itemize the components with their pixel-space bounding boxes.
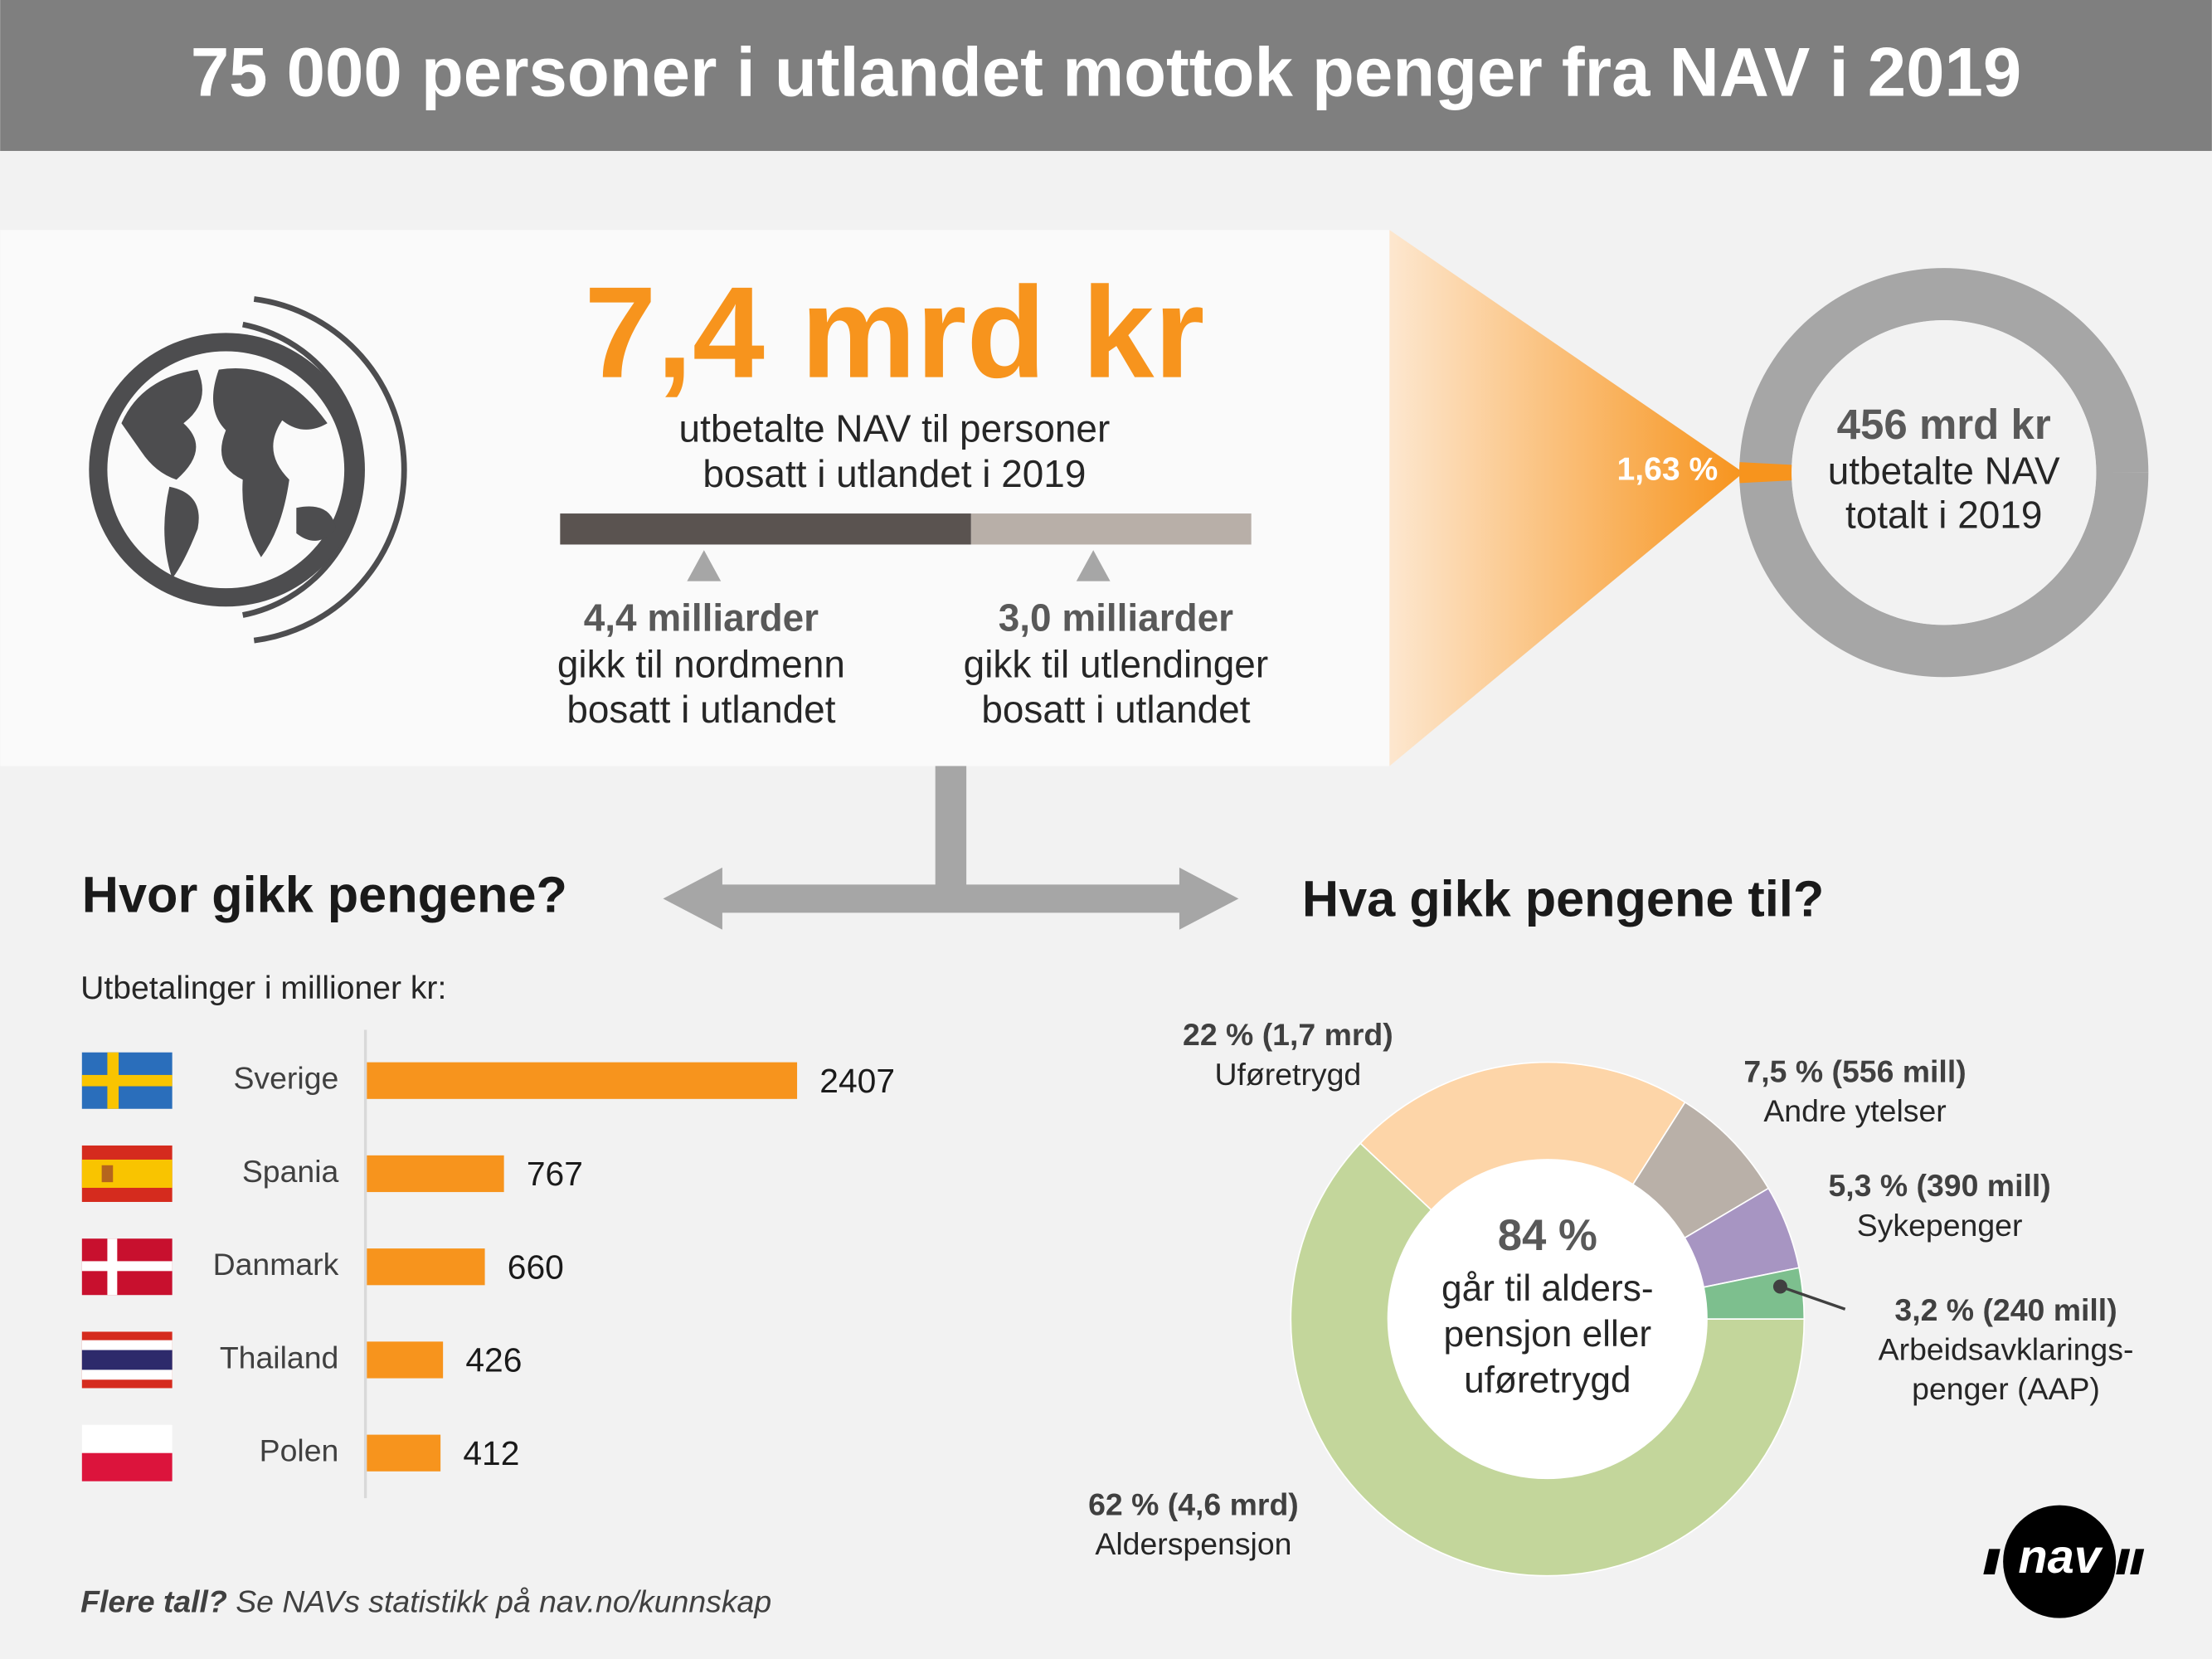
- pointer: [687, 550, 722, 581]
- chart-title: Hvor gikk pengene?: [82, 867, 567, 923]
- donut-label: 22 % (1,7 mrd)Uføretrygd: [1105, 1015, 1471, 1094]
- label-box: 7,5 % (556 mill) Andre ytelser: [1671, 1053, 2038, 1131]
- double-arrow: [663, 867, 1239, 930]
- split-bar: [970, 513, 1252, 545]
- donut-center-title: 84 %: [1498, 1211, 1597, 1260]
- bar: [367, 1155, 504, 1193]
- bar-value: 2407: [819, 1062, 895, 1100]
- bar-value: 660: [508, 1248, 564, 1286]
- nav-logo: nav: [1983, 1505, 2145, 1618]
- bar: [367, 1341, 444, 1379]
- bar-category: Polen: [260, 1433, 339, 1468]
- flag: [81, 1052, 173, 1109]
- slice-name: Sykepenger: [1856, 1207, 2023, 1243]
- logo-slash: [2116, 1549, 2131, 1574]
- label-box: 22 % (1,7 mrd) Uføretrygd: [1105, 1015, 1471, 1094]
- footer: Flere tall? Se NAVs statistikk på nav.no…: [80, 1584, 771, 1619]
- flag-cross: [107, 1052, 119, 1109]
- bar: [367, 1062, 798, 1099]
- logo-circle: [2003, 1505, 2117, 1618]
- label-box: 3,2 % (240 mill) Arbeidsavklarings- penge…: [1844, 1291, 2168, 1409]
- flag: [81, 1424, 173, 1481]
- total-text: totalt i 2019: [1845, 493, 2042, 536]
- share-fan: [1389, 230, 1744, 766]
- slice-value: 22 % (1,7 mrd): [1183, 1017, 1393, 1053]
- split-text: gikk til utlendinger: [964, 643, 1268, 686]
- donut-center-text: pensjon eller: [1443, 1314, 1651, 1355]
- slice-value: 5,3 % (390 mill): [1828, 1168, 2051, 1204]
- donut-label: 7,5 % (556 mill) Andre ytelser: [1671, 1053, 2038, 1131]
- bar-category: Danmark: [213, 1247, 339, 1282]
- globe-icon: [89, 296, 407, 644]
- flag-band: [81, 1452, 173, 1481]
- continent: [212, 367, 328, 557]
- slice-name: Andre ytelser: [1763, 1093, 1947, 1129]
- slice-name: Arbeidsavklarings- penger (AAP): [1878, 1331, 2134, 1407]
- donut-center-text: går til alders-: [1441, 1268, 1654, 1309]
- bar-value: 426: [465, 1341, 522, 1379]
- flag-emblem: [101, 1165, 114, 1183]
- globe-arc: [253, 296, 407, 644]
- flag: [81, 1145, 173, 1202]
- split-text: gikk til nordmenn: [557, 643, 845, 686]
- flag-cross: [107, 1238, 118, 1296]
- leader-dot: [1772, 1279, 1787, 1294]
- total-text: utbetalte NAV: [1828, 450, 2060, 493]
- flag-band: [81, 1159, 173, 1188]
- logo-slash: [2130, 1549, 2145, 1574]
- bar: [367, 1434, 441, 1472]
- logo-slash: [1983, 1549, 2001, 1574]
- total-heading: 456 mrd kr: [1837, 401, 2051, 448]
- bar-category: Sverige: [233, 1061, 338, 1096]
- share-slice: [1739, 462, 1792, 484]
- footer-text: Se NAVs statistikk på nav.no/kunnskap: [227, 1584, 771, 1619]
- label-box: 62 % (4,6 mrd) Alderspensjon: [1010, 1486, 1377, 1564]
- continent: [296, 506, 336, 541]
- chart-subtitle: Utbetalinger i millioner kr:: [80, 971, 446, 1006]
- hero-text: utbetalte NAV til personer: [679, 407, 1111, 450]
- footer-question: Flere tall?: [80, 1584, 227, 1619]
- bar-value: 767: [527, 1155, 583, 1193]
- slice-value: 3,2 % (240 mill): [1894, 1292, 2117, 1328]
- share-label: 1,63 %: [1616, 451, 1718, 487]
- hero-text: bosatt i utlandet i 2019: [702, 452, 1086, 495]
- header-bar: [0, 0, 2212, 151]
- split-heading: 3,0 milliarder: [999, 596, 1233, 639]
- flag-cross: [81, 1261, 173, 1272]
- slice-value: 62 % (4,6 mrd): [1088, 1486, 1299, 1523]
- connector: [935, 766, 967, 893]
- slice-value: 7,5 % (556 mill): [1743, 1053, 1966, 1089]
- total-inner: [1791, 320, 2097, 625]
- bar-category: Thailand: [220, 1340, 338, 1374]
- label-box: 5,3 % (390 mill) Sykepenger: [1757, 1166, 2123, 1245]
- slice-name: Alderspensjon: [1095, 1526, 1292, 1562]
- split-heading: 4,4 milliarder: [584, 596, 819, 639]
- page-title: 75 000 personer i utlandet mottok penger…: [191, 34, 2021, 111]
- chart-title: Hva gikk pengene til?: [1302, 871, 1824, 927]
- split-bar: [560, 513, 971, 545]
- logo-text: nav: [2018, 1530, 2103, 1584]
- donut-hole: [1388, 1159, 1707, 1479]
- donut-label: 3,2 % (240 mill)Arbeidsavklarings- penge…: [1844, 1291, 2168, 1409]
- hero-amount: 7,4 mrd kr: [584, 260, 1204, 406]
- split-text: bosatt i utlandet: [566, 688, 835, 731]
- continent: [121, 369, 202, 480]
- flag-cross: [81, 1074, 173, 1087]
- continent: [164, 486, 199, 579]
- bar-category: Spania: [242, 1154, 339, 1189]
- donut-label: 62 % (4,6 mrd)Alderspensjon: [1010, 1486, 1377, 1564]
- bar-value: 412: [463, 1434, 519, 1472]
- donut-center-text: uføretrygd: [1464, 1360, 1631, 1400]
- donut-label: 5,3 % (390 mill)Sykepenger: [1757, 1166, 2123, 1245]
- flag-band: [81, 1350, 173, 1370]
- slice-name: Uføretrygd: [1214, 1056, 1362, 1092]
- flag: [81, 1331, 173, 1389]
- leader-line: [1779, 1285, 1846, 1311]
- split-text: bosatt i utlandet: [981, 688, 1250, 731]
- bar: [367, 1248, 485, 1286]
- flag: [81, 1238, 173, 1296]
- pointer: [1076, 550, 1111, 581]
